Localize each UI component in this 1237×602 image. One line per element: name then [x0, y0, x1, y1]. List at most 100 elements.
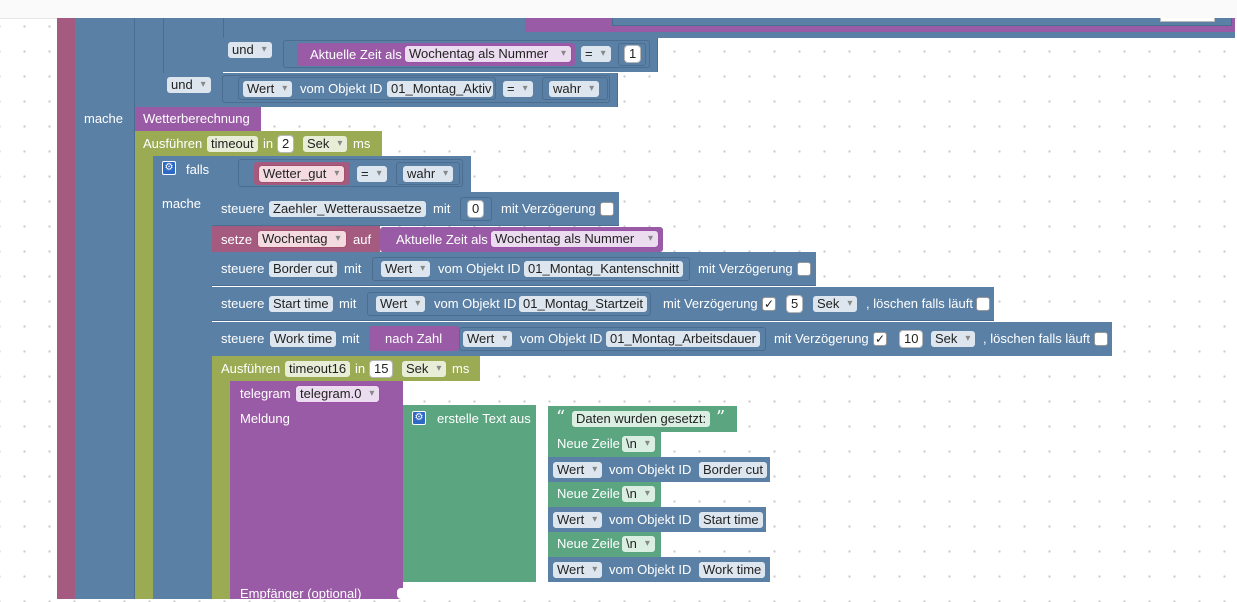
falls-boolean-dropdown[interactable]: wahr — [402, 165, 455, 183]
number-field[interactable]: 1 — [624, 45, 642, 63]
ausfuehren-label: Ausführen — [143, 136, 203, 151]
outer-event-block[interactable] — [57, 18, 75, 599]
setze-variable-dropdown[interactable]: Wochentag — [257, 230, 347, 248]
text-join-block[interactable] — [403, 405, 536, 582]
timeout16-name-field[interactable]: timeout16 — [284, 360, 352, 378]
delay-label: mit Verzögerung — [663, 296, 758, 311]
newline-label: Neue Zeile — [557, 536, 620, 551]
object-id-field-border[interactable]: Border cut — [698, 461, 768, 479]
wert-dropdown[interactable]: Wert — [552, 511, 604, 529]
mache-label: mache — [84, 111, 124, 126]
telegram-block[interactable] — [230, 381, 403, 599]
clear-checkbox[interactable] — [976, 297, 990, 311]
object-id-label: vom Objekt ID — [434, 296, 517, 311]
outer-logic-block[interactable] — [75, 18, 135, 599]
text-join-label: erstelle Text aus — [437, 411, 531, 426]
steuere-label: steuere — [221, 261, 265, 276]
boolean-dropdown[interactable]: wahr — [548, 80, 601, 98]
mit-label: mit — [339, 296, 357, 311]
object-id-label: vom Objekt ID — [609, 562, 692, 577]
newline-label: Neue Zeile — [557, 486, 620, 501]
clear-label: , löschen falls läuft — [983, 331, 1090, 346]
clear-label: , löschen falls läuft — [866, 296, 973, 311]
timeout-block[interactable] — [135, 131, 153, 599]
meldung-label: Meldung — [240, 411, 290, 426]
wert-dropdown[interactable]: Wert — [380, 260, 432, 278]
falls-block[interactable] — [153, 156, 212, 599]
timeout-name-field[interactable]: timeout — [206, 135, 259, 153]
delay-unit-dropdown[interactable]: Sek — [812, 295, 859, 313]
und-dropdown[interactable]: und — [227, 41, 273, 59]
clear-checkbox[interactable] — [1094, 332, 1108, 346]
delay-label: mit Verzögerung — [774, 331, 869, 346]
object-id-label: vom Objekt ID — [609, 512, 692, 527]
in-label: in — [263, 136, 274, 151]
steuere-label: steuere — [221, 201, 265, 216]
delay-value-field[interactable]: 10 — [899, 330, 924, 348]
delay-checkbox[interactable] — [600, 202, 614, 216]
timeout16-unit-dropdown[interactable]: Sek — [401, 360, 448, 378]
zaehler-number-field[interactable]: 0 — [467, 200, 485, 218]
work-id-field[interactable]: 01_Montag_Arbeitsdauer — [605, 330, 761, 348]
newline-dropdown[interactable]: \n — [621, 535, 656, 553]
recipient-connector — [397, 588, 405, 599]
wetterberechnung-block[interactable] — [135, 107, 261, 131]
timeout16-block[interactable] — [212, 356, 230, 599]
operator-dropdown-2[interactable]: = — [502, 80, 534, 98]
text-literal-field[interactable]: Daten wurden gesetzt: — [571, 410, 712, 428]
gear-icon[interactable]: ⚙ — [162, 161, 176, 175]
start-id-field[interactable]: 01_Montag_Startzeit — [518, 295, 648, 313]
zaehler-object-field[interactable]: Zaehler_Wetteraussaetze — [268, 200, 427, 218]
setze-weekday-dropdown[interactable]: Wochentag als Nummer — [490, 230, 659, 248]
steuere-label: steuere — [221, 331, 265, 346]
delay-value-field[interactable]: 5 — [786, 295, 804, 313]
work-object-field[interactable]: Work time — [269, 330, 338, 348]
delay-label: mit Verzögerung — [698, 261, 793, 276]
object-id-field-work[interactable]: Work time — [698, 561, 767, 579]
setze-label: setze — [221, 232, 253, 247]
operator-dropdown[interactable]: = — [580, 45, 612, 63]
delay-checkbox-checked[interactable]: ✓ — [873, 332, 887, 346]
wert-dropdown[interactable]: Wert — [552, 461, 604, 479]
object-id-field[interactable]: 01_Montag_Aktiv — [386, 80, 494, 98]
delay-unit-dropdown[interactable]: Sek — [930, 330, 977, 348]
wert-dropdown[interactable]: Wert — [552, 561, 604, 579]
timeout-unit-dropdown[interactable]: Sek — [302, 135, 349, 153]
gear-icon[interactable]: ⚙ — [412, 411, 426, 425]
ausfuehren-label: Ausführen — [221, 361, 281, 376]
inner-logic-rail — [163, 18, 223, 73]
falls-mache-label: mache — [162, 196, 202, 211]
inner-logic-rail-2 — [223, 18, 287, 38]
wert-dropdown[interactable]: Wert — [462, 330, 514, 348]
border-id-field[interactable]: 01_Montag_Kantenschnitt — [523, 260, 685, 278]
nach-zahl-block[interactable] — [369, 326, 459, 351]
falls-operator-dropdown[interactable]: = — [356, 165, 388, 183]
in-label: in — [355, 361, 366, 376]
timeout-value-field[interactable]: 2 — [277, 135, 295, 153]
quote-open-icon: “ — [556, 407, 566, 428]
object-id-label: vom Objekt ID — [520, 331, 603, 346]
wert-dropdown[interactable]: Wert — [375, 295, 427, 313]
telegram-instance-dropdown[interactable]: telegram.0 — [295, 385, 381, 403]
weekday-dropdown[interactable]: Wochentag als Nummer — [404, 45, 572, 63]
top-toolbar — [0, 0, 1237, 19]
start-object-field[interactable]: Start time — [268, 295, 334, 313]
time-label: Aktuelle Zeit als — [310, 47, 402, 62]
object-id-field-start[interactable]: Start time — [698, 511, 764, 529]
object-id-label: vom Objekt ID — [438, 261, 521, 276]
falls-label: falls — [186, 162, 210, 177]
wert-dropdown[interactable]: Wert — [242, 80, 294, 98]
newline-dropdown[interactable]: \n — [621, 485, 656, 503]
variable-dropdown[interactable]: Wetter_gut — [258, 165, 346, 183]
ms-label: ms — [353, 136, 371, 151]
border-object-field[interactable]: Border cut — [268, 260, 338, 278]
ms-label: ms — [452, 361, 470, 376]
object-id-label: vom Objekt ID — [609, 462, 692, 477]
setze-time-label: Aktuelle Zeit als — [396, 232, 488, 247]
delay-checkbox[interactable] — [797, 262, 811, 276]
timeout16-value-field[interactable]: 15 — [369, 360, 394, 378]
newline-dropdown[interactable]: \n — [621, 435, 656, 453]
delay-checkbox-checked[interactable]: ✓ — [762, 297, 776, 311]
und-dropdown-2[interactable]: und — [166, 76, 212, 94]
delay-label: mit Verzögerung — [501, 201, 596, 216]
